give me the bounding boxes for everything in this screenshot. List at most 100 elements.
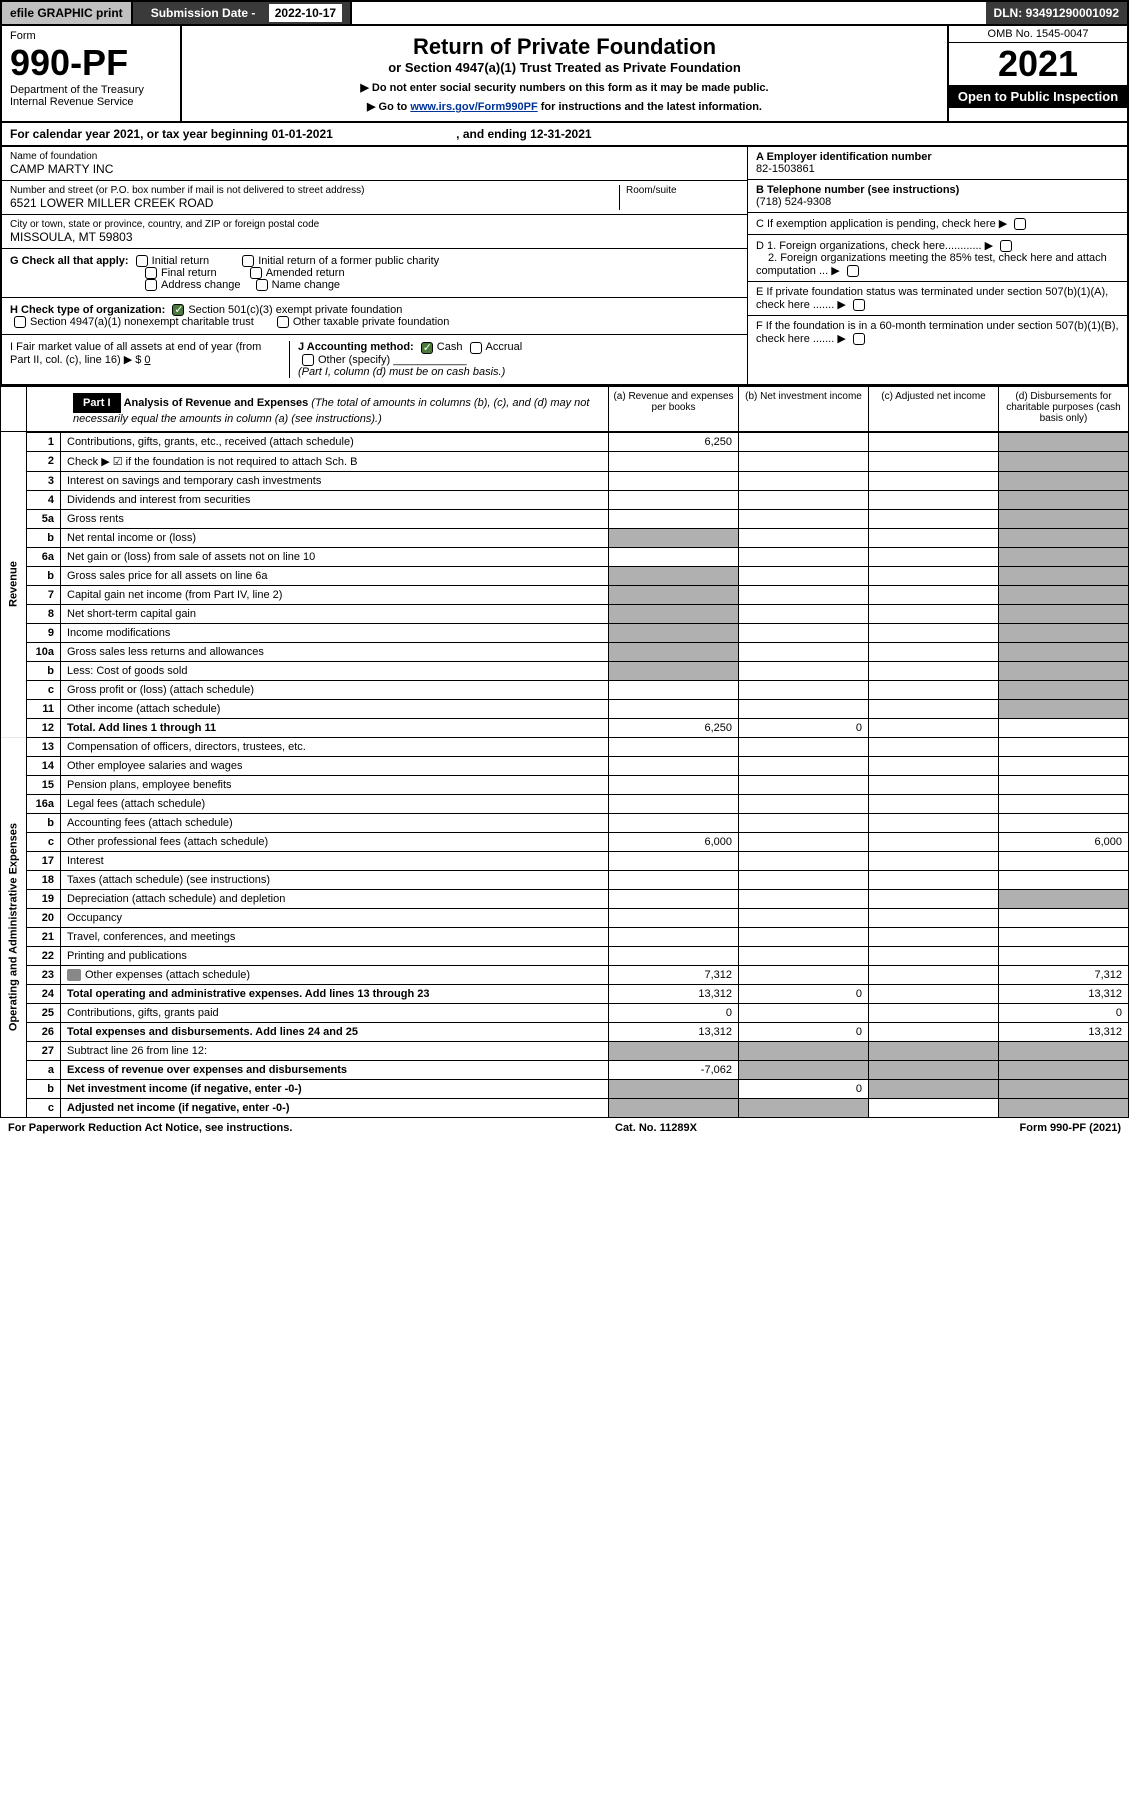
value-cell — [739, 1060, 869, 1079]
value-cell — [869, 1098, 999, 1117]
value-cell — [739, 509, 869, 528]
table-row: 23Other expenses (attach schedule)7,3127… — [1, 965, 1129, 984]
table-row: 12Total. Add lines 1 through 116,2500 — [1, 718, 1129, 737]
value-cell — [999, 1098, 1129, 1117]
j-note: (Part I, column (d) must be on cash basi… — [298, 366, 505, 378]
value-cell — [869, 471, 999, 490]
checkbox-501c3[interactable] — [172, 304, 184, 316]
line-number: 20 — [27, 908, 61, 927]
j-label: J Accounting method: — [298, 341, 414, 353]
value-cell — [609, 680, 739, 699]
line-description: Compensation of officers, directors, tru… — [61, 737, 609, 756]
line-number: 7 — [27, 585, 61, 604]
line-number: 8 — [27, 604, 61, 623]
value-cell — [609, 851, 739, 870]
checkbox-d2[interactable] — [847, 265, 859, 277]
value-cell — [999, 946, 1129, 965]
value-cell — [869, 1079, 999, 1098]
checkbox-other-method[interactable] — [302, 354, 314, 366]
line-description: Taxes (attach schedule) (see instruction… — [61, 870, 609, 889]
value-cell — [999, 680, 1129, 699]
value-cell — [739, 737, 869, 756]
value-cell — [609, 927, 739, 946]
checkbox-d1[interactable] — [1000, 240, 1012, 252]
value-cell — [869, 737, 999, 756]
value-cell: 7,312 — [609, 965, 739, 984]
checkbox-name-change[interactable] — [256, 279, 268, 291]
checkbox-initial-former[interactable] — [242, 255, 254, 267]
part1-table: Revenue1Contributions, gifts, grants, et… — [0, 432, 1129, 1118]
line-description: Occupancy — [61, 908, 609, 927]
irs-link[interactable]: www.irs.gov/Form990PF — [410, 101, 537, 113]
line-number: 17 — [27, 851, 61, 870]
c-label: C If exemption application is pending, c… — [756, 218, 996, 230]
value-cell — [869, 851, 999, 870]
value-cell — [999, 585, 1129, 604]
checkbox-address-change[interactable] — [145, 279, 157, 291]
value-cell: 6,000 — [609, 832, 739, 851]
checkbox-other-taxable[interactable] — [277, 316, 289, 328]
calyear-begin: For calendar year 2021, or tax year begi… — [10, 127, 333, 141]
checkbox-amended[interactable] — [250, 267, 262, 279]
table-row: 4Dividends and interest from securities — [1, 490, 1129, 509]
value-cell — [999, 927, 1129, 946]
value-cell — [999, 775, 1129, 794]
value-cell — [999, 451, 1129, 471]
value-cell — [739, 1003, 869, 1022]
checkbox-accrual[interactable] — [470, 342, 482, 354]
value-cell — [739, 547, 869, 566]
line-number: 14 — [27, 756, 61, 775]
g-opt-2: Final return — [161, 267, 217, 279]
attachment-icon[interactable] — [67, 969, 81, 981]
value-cell — [999, 737, 1129, 756]
value-cell — [609, 547, 739, 566]
part1-header-row: Part I Analysis of Revenue and Expenses … — [0, 386, 1129, 432]
value-cell: 0 — [739, 1079, 869, 1098]
line-description: Other employee salaries and wages — [61, 756, 609, 775]
table-row: 3Interest on savings and temporary cash … — [1, 471, 1129, 490]
table-row: 7Capital gain net income (from Part IV, … — [1, 585, 1129, 604]
line-description: Total. Add lines 1 through 11 — [61, 718, 609, 737]
table-row: cAdjusted net income (if negative, enter… — [1, 1098, 1129, 1117]
value-cell — [869, 604, 999, 623]
checkbox-final-return[interactable] — [145, 267, 157, 279]
value-cell — [869, 775, 999, 794]
col-d-head: (d) Disbursements for charitable purpose… — [998, 387, 1128, 431]
line-description: Printing and publications — [61, 946, 609, 965]
checkbox-c[interactable] — [1014, 218, 1026, 230]
value-cell — [739, 1098, 869, 1117]
value-cell — [999, 566, 1129, 585]
value-cell — [609, 889, 739, 908]
value-cell — [739, 623, 869, 642]
f-label: F If the foundation is in a 60-month ter… — [756, 320, 1119, 345]
g-label: G Check all that apply: — [10, 255, 129, 267]
line-number: 10a — [27, 642, 61, 661]
value-cell — [609, 756, 739, 775]
omb-number: OMB No. 1545-0047 — [949, 26, 1127, 43]
checkbox-e[interactable] — [853, 299, 865, 311]
table-row: 22Printing and publications — [1, 946, 1129, 965]
line-number: 23 — [27, 965, 61, 984]
value-cell — [739, 432, 869, 451]
table-row: 17Interest — [1, 851, 1129, 870]
table-row: aExcess of revenue over expenses and dis… — [1, 1060, 1129, 1079]
table-row: bLess: Cost of goods sold — [1, 661, 1129, 680]
value-cell — [869, 813, 999, 832]
value-cell: 0 — [739, 1022, 869, 1041]
line-description: Gross sales price for all assets on line… — [61, 566, 609, 585]
line-number: b — [27, 661, 61, 680]
value-cell — [999, 718, 1129, 737]
inst2-post: for instructions and the latest informat… — [538, 101, 762, 113]
table-row: 9Income modifications — [1, 623, 1129, 642]
value-cell — [739, 699, 869, 718]
efile-label: efile GRAPHIC print — [2, 2, 133, 24]
line-description: Capital gain net income (from Part IV, l… — [61, 585, 609, 604]
line-number: 4 — [27, 490, 61, 509]
checkbox-initial-return[interactable] — [136, 255, 148, 267]
e-label: E If private foundation status was termi… — [756, 286, 1108, 311]
line-number: 9 — [27, 623, 61, 642]
checkbox-4947a1[interactable] — [14, 316, 26, 328]
line-description: Interest on savings and temporary cash i… — [61, 471, 609, 490]
checkbox-f[interactable] — [853, 333, 865, 345]
checkbox-cash[interactable] — [421, 342, 433, 354]
